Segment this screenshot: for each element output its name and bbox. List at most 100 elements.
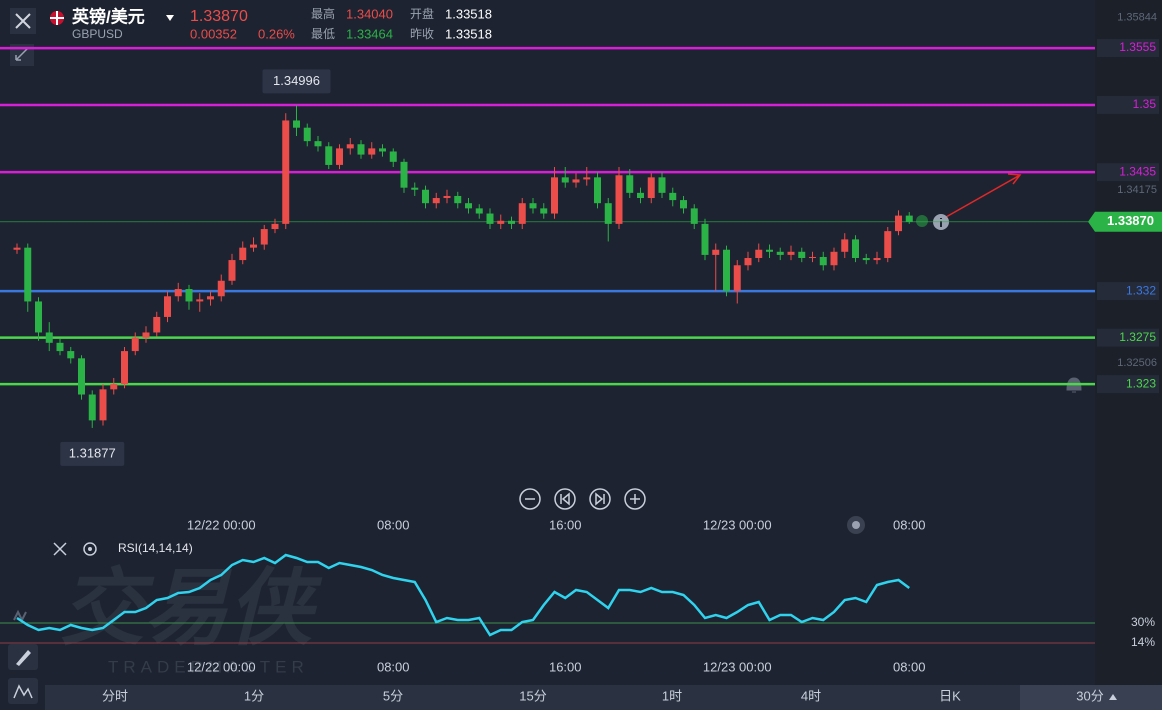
candle-body <box>508 220 515 224</box>
rsi-close[interactable] <box>53 542 67 556</box>
prev-close-label: 昨收 <box>410 27 434 41</box>
prev-close: 1.33518 <box>445 26 492 41</box>
candle-body <box>518 203 526 224</box>
timeframe-tab[interactable]: 15分 <box>519 688 546 703</box>
candle-body <box>604 203 612 224</box>
timeframe-tab[interactable]: 1时 <box>662 688 682 703</box>
max-label-bg <box>262 69 331 94</box>
indicator-tool[interactable] <box>8 678 38 704</box>
rsi-level-label: 14% <box>1131 635 1155 649</box>
go-start-icon <box>560 492 570 506</box>
candle-body <box>303 127 311 142</box>
candle-body <box>905 215 913 222</box>
close-icon[interactable] <box>15 13 31 29</box>
level-label: 1.3555 <box>1119 40 1156 54</box>
candle-body <box>895 215 902 232</box>
timeframe-tab[interactable]: 30分 <box>1076 688 1103 703</box>
nav-buttons[interactable] <box>519 488 646 510</box>
candle-body <box>110 384 118 390</box>
high: 1.34040 <box>346 6 393 21</box>
candle-body <box>379 148 386 152</box>
candle-body <box>67 351 75 359</box>
candle-body <box>174 289 182 297</box>
record-dot <box>852 521 860 529</box>
level-label-bg <box>1097 328 1159 347</box>
candle-body <box>626 175 634 193</box>
candle-body <box>411 187 419 190</box>
candle-body <box>497 220 505 224</box>
candle-body <box>594 177 601 204</box>
x-tick-label: 08:00 <box>893 659 926 674</box>
symbol-dropdown[interactable] <box>166 15 174 21</box>
rsi-settings[interactable] <box>83 542 97 556</box>
timeframe-tab[interactable]: 日K <box>939 688 961 703</box>
projection-arrow <box>945 173 1022 218</box>
candle-body <box>862 258 870 261</box>
candle-body <box>314 141 322 147</box>
level-label: 1.3275 <box>1119 330 1156 344</box>
candle-body <box>336 148 343 165</box>
candle-body <box>819 256 827 266</box>
timeframe-dropdown[interactable] <box>1109 694 1117 700</box>
candle-body <box>572 179 580 183</box>
candle-body <box>142 332 150 338</box>
candle-body <box>669 192 677 201</box>
x-tick-label: 16:00 <box>549 659 582 674</box>
max-label: 1.34996 <box>273 73 320 88</box>
level-label-bg <box>1097 39 1159 58</box>
timeframe-tab[interactable]: 4时 <box>801 688 821 703</box>
candle-body <box>368 148 376 155</box>
candle-body <box>540 208 548 214</box>
candle-body <box>755 249 763 259</box>
rsi-level-label: 30% <box>1131 615 1155 629</box>
rsi-line <box>16 553 910 637</box>
symbol[interactable]: 英镑/美元 <box>72 6 145 26</box>
x-tick-label: 08:00 <box>893 517 926 532</box>
open-label: 开盘 <box>410 6 434 21</box>
min-label-bg <box>60 441 125 466</box>
watermark-sub: TRADERMASTER <box>108 657 309 676</box>
candle-body <box>701 223 709 255</box>
rsi-title: RSI(14,14,14) <box>118 541 193 555</box>
candle-body <box>561 177 569 183</box>
candle-body <box>239 247 247 261</box>
close-button[interactable] <box>10 8 36 34</box>
y-tick-label: 1.32506 <box>1117 357 1157 369</box>
candle-body <box>228 260 236 281</box>
flag-cross <box>50 11 64 25</box>
watermark: 交易侠 <box>60 561 323 655</box>
tool-icon <box>13 609 27 623</box>
timeframe-tab[interactable]: 1分 <box>244 688 264 703</box>
go-end-icon <box>595 492 605 506</box>
candle-body <box>271 223 279 230</box>
candle-body <box>260 229 268 245</box>
timeframe-bar <box>45 685 1162 710</box>
candle-body <box>78 358 85 395</box>
candle-body <box>293 120 300 128</box>
candle-body <box>583 177 591 180</box>
candle-body <box>809 256 816 259</box>
symbol-code: GBPUSD <box>72 27 123 41</box>
candle-body <box>744 258 752 266</box>
candle-body <box>712 249 720 255</box>
candle-body <box>250 244 257 248</box>
candle-body <box>24 247 32 302</box>
go-end[interactable] <box>589 488 611 510</box>
candle-body <box>873 258 881 261</box>
candle-body <box>454 195 462 204</box>
change: 0.00352 <box>190 26 237 41</box>
zoom-in[interactable] <box>624 488 646 510</box>
candle-body <box>56 342 64 352</box>
timeframe-tab[interactable]: 分时 <box>102 688 128 703</box>
zoom-out[interactable] <box>519 488 541 510</box>
y-tick-label: 1.34175 <box>1117 184 1157 196</box>
candle-body <box>131 337 139 352</box>
timeframe-tab[interactable]: 5分 <box>383 688 403 703</box>
candle-body <box>422 189 429 204</box>
candle-body <box>475 208 483 214</box>
last-price-tag <box>1088 211 1162 232</box>
candle-body <box>551 177 558 214</box>
go-start[interactable] <box>554 488 576 510</box>
candle-body <box>400 161 408 188</box>
